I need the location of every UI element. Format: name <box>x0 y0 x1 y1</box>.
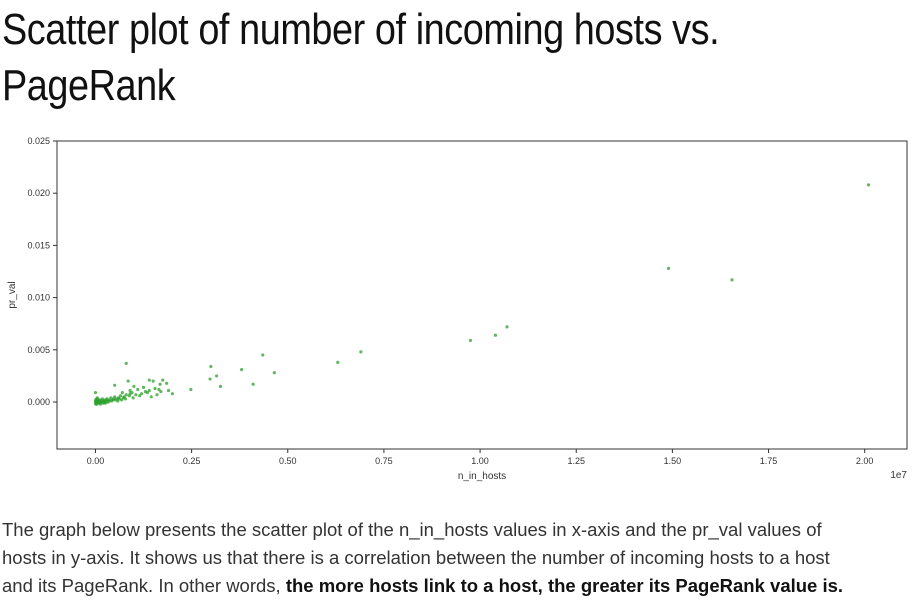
data-point <box>128 388 132 393</box>
y-tick-label: 0.000 <box>27 397 50 407</box>
data-point <box>123 397 128 401</box>
data-point <box>505 325 509 329</box>
data-point <box>147 388 151 393</box>
data-point <box>209 364 213 369</box>
data-point <box>165 381 169 385</box>
data-point <box>93 391 98 395</box>
paragraph-line-3-text: and its PageRank. In other words, <box>2 575 286 596</box>
data-point <box>151 379 155 383</box>
x-tick-label: 1.25 <box>567 456 585 466</box>
y-tick-label: 0.010 <box>27 293 50 303</box>
y-axis-ticks: 0.000 0.005 0.010 0.015 0.020 0.025 <box>27 136 57 407</box>
data-point <box>120 391 124 395</box>
data-point <box>218 384 223 388</box>
data-point <box>132 384 136 388</box>
data-point <box>113 383 117 387</box>
data-point <box>110 399 114 403</box>
data-point <box>161 378 165 382</box>
data-point <box>208 377 212 381</box>
data-point <box>136 387 140 392</box>
y-tick-label: 0.015 <box>27 240 50 250</box>
data-point <box>118 394 123 398</box>
data-point <box>359 350 363 354</box>
data-point <box>215 374 219 378</box>
y-tick-label: 0.005 <box>27 345 50 355</box>
data-point <box>170 392 174 396</box>
data-point <box>147 378 151 382</box>
data-point <box>158 382 162 386</box>
x-tick-label: 1.00 <box>471 456 489 466</box>
y-axis-label: pr_val <box>7 281 18 308</box>
data-point <box>124 361 128 365</box>
x-tick-label: 0.00 <box>87 456 105 466</box>
plot-area <box>56 140 908 450</box>
y-tick-label: 0.020 <box>27 188 50 198</box>
paragraph-line-1: The graph below presents the scatter plo… <box>2 519 822 540</box>
x-tick-label: 2.00 <box>856 456 874 466</box>
description-paragraph: The graph below presents the scatter plo… <box>2 516 922 600</box>
x-tick-label: 1.75 <box>760 456 778 466</box>
data-point <box>272 371 276 375</box>
page-title-line-1: Scatter plot of number of incoming hosts… <box>2 5 720 54</box>
data-point <box>157 387 161 392</box>
data-point <box>336 360 340 364</box>
data-point <box>666 266 671 270</box>
data-point <box>261 353 265 357</box>
data-point <box>124 393 128 397</box>
page-title: Scatter plot of number of incoming hosts… <box>2 2 789 114</box>
x-axis-ticks: 0.00 0.25 0.50 0.75 1.00 1.25 1.50 1.75 2.00 <box>87 449 874 466</box>
data-point <box>103 401 108 405</box>
data-point <box>155 393 159 397</box>
data-point <box>128 392 132 396</box>
x-tick-label: 1.50 <box>664 456 682 466</box>
x-axis-offset-text: 1e7 <box>890 470 907 481</box>
data-point <box>493 333 498 337</box>
data-point <box>141 385 146 389</box>
paragraph-line-2: hosts in y-axis. It shows us that there … <box>2 547 830 568</box>
data-point <box>166 388 171 393</box>
data-point <box>189 387 193 392</box>
data-point <box>131 396 135 400</box>
data-point <box>138 394 142 398</box>
data-point <box>145 391 149 395</box>
x-tick-label: 0.75 <box>375 456 393 466</box>
data-point <box>140 392 144 396</box>
data-point <box>730 278 734 282</box>
data-point <box>159 389 163 394</box>
paragraph-line-3: and its PageRank. In other words, the mo… <box>2 572 922 600</box>
y-tick-label: 0.025 <box>27 136 50 146</box>
data-point <box>153 386 157 391</box>
data-point <box>866 183 871 187</box>
data-point <box>468 338 473 343</box>
data-points <box>93 183 871 406</box>
paragraph-emphasis: the more hosts link to a host, the great… <box>285 575 844 596</box>
x-axis-label: n_in_hosts <box>458 471 506 482</box>
data-point <box>134 393 138 397</box>
page-title-line-2: PageRank <box>2 61 176 110</box>
data-point <box>240 368 244 372</box>
data-point <box>149 395 153 399</box>
data-point <box>126 379 130 383</box>
data-point <box>251 382 255 386</box>
x-tick-label: 0.25 <box>183 456 201 466</box>
x-tick-label: 0.50 <box>279 456 297 466</box>
scatter-chart: 0.00 0.25 0.50 0.75 1.00 1.25 1.50 1.75 2.00 0.0… <box>7 136 908 482</box>
